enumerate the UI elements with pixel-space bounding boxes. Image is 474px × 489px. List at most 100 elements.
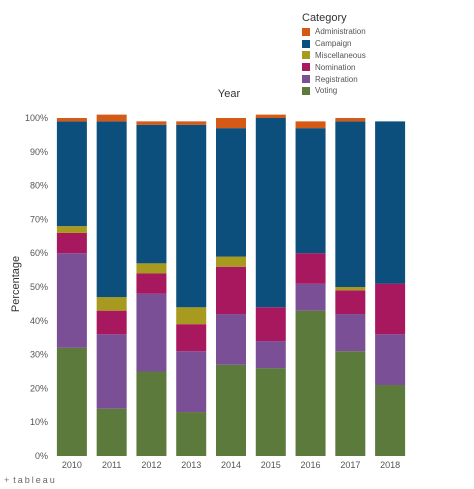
bar-segment-registration-2011[interactable] (96, 334, 127, 409)
bar-segment-miscellaneous-2012[interactable] (136, 263, 167, 274)
bar-segment-campaign-2014[interactable] (216, 128, 246, 257)
bar-segment-nomination-2010[interactable] (56, 232, 87, 254)
bar-stack-2017[interactable] (335, 118, 366, 456)
bar-stack-2010[interactable] (56, 118, 87, 456)
legend-item-voting[interactable]: Voting (302, 85, 366, 97)
bar-segment-nomination-2018[interactable] (375, 283, 406, 335)
x-tick-label: 2014 (221, 460, 241, 470)
bar-segment-voting-2017[interactable] (335, 351, 366, 456)
bar-segment-voting-2013[interactable] (176, 412, 207, 456)
x-tick-label: 2011 (102, 460, 121, 470)
y-axis-label: Percentage (10, 256, 22, 312)
y-tick-label: 0% (35, 451, 48, 461)
bar-segment-miscellaneous-2014[interactable] (216, 256, 246, 267)
bar-segment-administration-2011[interactable] (96, 114, 127, 122)
bar-segment-campaign-2016[interactable] (295, 128, 326, 254)
y-tick-label: 90% (30, 147, 48, 157)
bar-segment-registration-2015[interactable] (255, 341, 286, 369)
legend-swatch (302, 63, 310, 72)
y-tick-label: 50% (30, 282, 48, 292)
bar-stack-2013[interactable] (176, 121, 207, 456)
bar-segment-administration-2013[interactable] (176, 121, 207, 125)
bar-segment-administration-2010[interactable] (56, 118, 87, 122)
x-tick-label: 2018 (380, 460, 400, 470)
bar-segment-registration-2016[interactable] (295, 283, 326, 311)
bar-segment-nomination-2011[interactable] (96, 310, 127, 335)
legend-swatch (302, 39, 310, 48)
bar-stack-2012[interactable] (136, 121, 167, 457)
x-tick-label: 2013 (181, 460, 201, 470)
bar-segment-voting-2012[interactable] (136, 371, 167, 457)
bar-segment-administration-2017[interactable] (335, 118, 366, 122)
bar-stack-2011[interactable] (96, 114, 127, 456)
y-tick-label: 20% (30, 383, 48, 393)
bar-segment-nomination-2013[interactable] (176, 324, 207, 352)
y-tick-label: 100% (25, 113, 48, 123)
chart-title: Year (218, 88, 241, 100)
legend-label: Campaign (315, 39, 352, 49)
legend-items: Administration Campaign Miscellaneous Nomin… (302, 26, 366, 97)
bar-segment-administration-2012[interactable] (136, 121, 167, 125)
bar-stack-2016[interactable] (295, 121, 326, 456)
tableau-plus-icon: + (4, 475, 12, 485)
bar-segment-voting-2011[interactable] (96, 408, 127, 456)
legend-swatch (302, 51, 310, 60)
bar-segment-nomination-2016[interactable] (295, 253, 326, 284)
legend-label: Administration (315, 27, 366, 37)
bar-stack-2018[interactable] (375, 121, 406, 456)
bar-segment-miscellaneous-2013[interactable] (176, 307, 207, 325)
bar-segment-voting-2015[interactable] (255, 368, 286, 456)
tableau-logo-text: tableau (13, 475, 57, 485)
legend-item-nomination[interactable]: Nomination (302, 61, 366, 73)
bar-segment-registration-2014[interactable] (216, 314, 246, 365)
bar-segment-nomination-2014[interactable] (216, 266, 246, 315)
legend-item-campaign[interactable]: Campaign (302, 38, 366, 50)
bar-segment-campaign-2012[interactable] (136, 124, 167, 264)
bar-segment-miscellaneous-2017[interactable] (335, 287, 366, 291)
bar-segment-voting-2018[interactable] (375, 385, 406, 456)
bar-segment-campaign-2018[interactable] (375, 121, 406, 284)
bar-segment-administration-2014[interactable] (216, 118, 246, 129)
bar-segment-registration-2018[interactable] (375, 334, 406, 386)
bar-segment-administration-2016[interactable] (295, 121, 326, 129)
legend-item-administration[interactable]: Administration (302, 26, 366, 38)
legend-label: Miscellaneous (315, 50, 366, 60)
bar-segment-voting-2014[interactable] (216, 364, 246, 456)
y-tick-label: 10% (30, 417, 48, 427)
bar-segment-registration-2010[interactable] (56, 253, 87, 348)
bar-stack-2015[interactable] (255, 114, 286, 456)
y-tick-label: 30% (30, 350, 48, 360)
legend: Category Administration Campaign Miscellan… (302, 12, 366, 97)
bar-segment-registration-2017[interactable] (335, 314, 366, 352)
tableau-branding: + tableau (4, 475, 57, 485)
legend-item-registration[interactable]: Registration (302, 73, 366, 85)
x-tick-label: 2015 (261, 460, 281, 470)
bar-segment-administration-2015[interactable] (255, 114, 286, 118)
bar-segment-nomination-2017[interactable] (335, 290, 366, 315)
bar-segment-campaign-2010[interactable] (56, 121, 87, 227)
bar-segment-nomination-2015[interactable] (255, 307, 286, 342)
y-tick-label: 70% (30, 214, 48, 224)
bar-segment-campaign-2011[interactable] (96, 121, 127, 298)
y-axis-ticks: 0% 10% 20% 30% 40% 50% 60% 70% 80% 90% 100% (25, 113, 48, 461)
legend-title: Category (302, 12, 347, 24)
bar-segment-voting-2010[interactable] (56, 347, 87, 456)
bar-stack-2014[interactable] (216, 118, 246, 456)
legend-item-miscellaneous[interactable]: Miscellaneous (302, 50, 366, 62)
bar-segment-campaign-2017[interactable] (335, 121, 366, 287)
bar-segment-registration-2013[interactable] (176, 351, 207, 413)
legend-label: Registration (315, 74, 358, 84)
bar-segment-campaign-2013[interactable] (176, 124, 207, 308)
bar-segment-nomination-2012[interactable] (136, 273, 167, 294)
x-tick-label: 2010 (62, 460, 82, 470)
bar-segment-miscellaneous-2011[interactable] (96, 297, 127, 311)
x-tick-label: 2012 (141, 460, 161, 470)
x-axis-ticks: 2010 2011 2012 2013 2014 2015 2016 2017 2018 (62, 460, 400, 470)
bar-segment-campaign-2015[interactable] (255, 118, 286, 308)
bar-segment-miscellaneous-2010[interactable] (56, 226, 87, 233)
bar-segment-registration-2012[interactable] (136, 293, 167, 372)
bar-segment-voting-2016[interactable] (295, 310, 326, 456)
y-tick-label: 80% (30, 181, 48, 191)
bars-group (56, 114, 406, 457)
